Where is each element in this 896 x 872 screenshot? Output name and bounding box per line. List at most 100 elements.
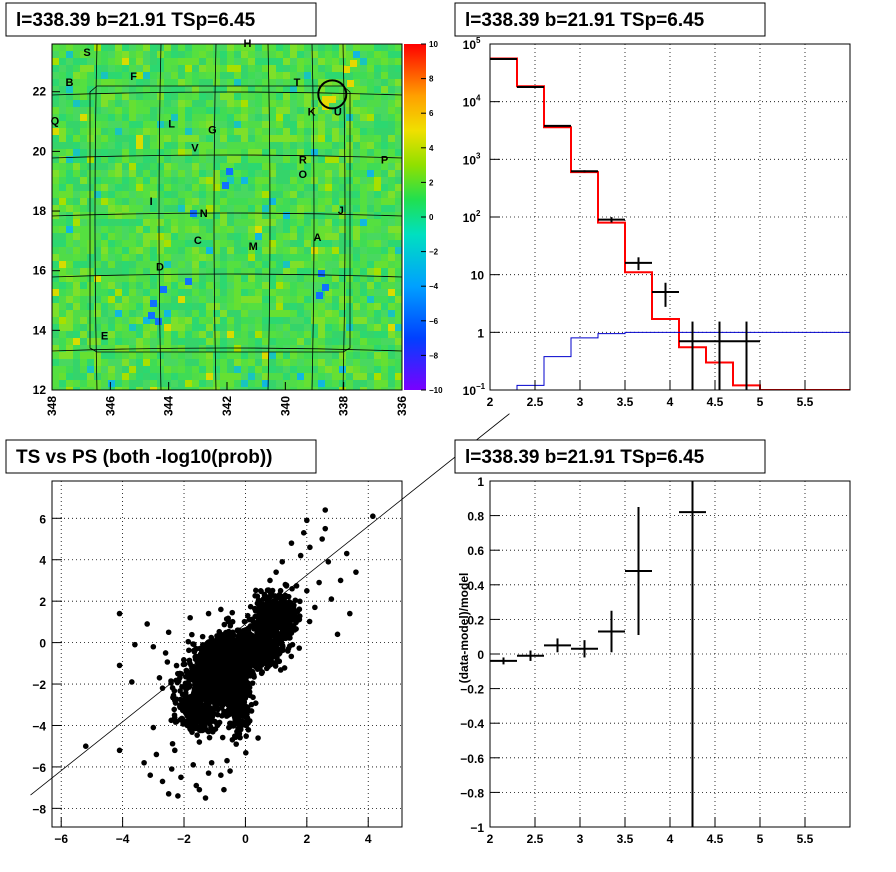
map-cell [164, 163, 171, 170]
map-cell [66, 380, 73, 387]
scatter-point [255, 646, 261, 653]
map-cell [220, 51, 227, 58]
map-cell [101, 44, 108, 51]
map-cell [304, 107, 311, 114]
colorbar-tick-label: 6 [429, 109, 434, 118]
map-cell [381, 205, 388, 212]
map-cell [367, 142, 374, 149]
map-cell [52, 338, 59, 345]
map-cell [353, 275, 360, 282]
map-cell [346, 275, 353, 282]
map-cell [297, 366, 304, 373]
map-cell [199, 366, 206, 373]
map-cell [157, 212, 164, 219]
map-cell [52, 352, 59, 359]
map-cell [122, 177, 129, 184]
map-cell [199, 163, 206, 170]
map-cell [262, 303, 269, 310]
map-cell [297, 226, 304, 233]
map-cell [178, 254, 185, 261]
map-cell [66, 93, 73, 100]
map-cell [87, 366, 94, 373]
map-cell [234, 107, 241, 114]
scatter-point [270, 660, 277, 667]
map-cell [283, 317, 290, 324]
map-cell [367, 65, 374, 72]
map-cell [220, 247, 227, 254]
map-cell [325, 121, 332, 128]
map-cell [248, 380, 255, 387]
scatter-point [236, 640, 243, 647]
map-cell [80, 149, 87, 156]
map-cell [59, 121, 66, 128]
map-cell [150, 72, 157, 79]
map-xtick-label: 346 [103, 396, 117, 416]
map-cell [329, 96, 336, 103]
map-cell [108, 142, 115, 149]
map-cell [73, 149, 80, 156]
map-cell [192, 135, 199, 142]
map-cell [178, 191, 185, 198]
map-cell [304, 170, 311, 177]
map-cell [171, 149, 178, 156]
map-cell [171, 114, 178, 121]
map-cell [367, 380, 374, 387]
map-cell [360, 275, 367, 282]
map-cell [227, 317, 234, 324]
map-cell [52, 380, 59, 387]
map-cell [87, 205, 94, 212]
map-cell [129, 359, 136, 366]
map-cell [108, 65, 115, 72]
map-cell [199, 275, 206, 282]
scatter-point [276, 615, 283, 622]
map-cell [150, 240, 157, 247]
map-cell [150, 170, 157, 177]
map-cell [59, 107, 66, 114]
map-cell [367, 247, 374, 254]
map-cell [213, 212, 220, 219]
map-cell [255, 247, 262, 254]
map-cell [283, 387, 290, 390]
map-cell [164, 261, 171, 268]
map-cell [367, 226, 374, 233]
scatter-point [287, 635, 293, 641]
map-cell [164, 303, 171, 310]
map-cell [87, 163, 94, 170]
map-cell [213, 261, 220, 268]
map-cell [283, 51, 290, 58]
map-cell [318, 72, 325, 79]
map-cell [101, 128, 108, 135]
map-cell [241, 380, 248, 387]
map-cell [276, 198, 283, 205]
map-cell [332, 128, 339, 135]
map-cell [52, 310, 59, 317]
map-cell [115, 226, 122, 233]
map-cell [192, 275, 199, 282]
map-cell [367, 79, 374, 86]
map-cell [122, 79, 129, 86]
map-cell [157, 310, 164, 317]
map-cell [80, 128, 87, 135]
map-cell [276, 282, 283, 289]
map-cell [199, 226, 206, 233]
map-cell [136, 331, 143, 338]
map-cell [248, 142, 255, 149]
map-cell [241, 240, 248, 247]
map-cell [269, 184, 276, 191]
map-cell [311, 219, 318, 226]
map-cell [171, 303, 178, 310]
map-cell [66, 72, 73, 79]
map-cell [157, 240, 164, 247]
scatter-point [276, 651, 282, 657]
map-cell [122, 226, 129, 233]
map-cell [122, 128, 129, 135]
map-cell [136, 338, 143, 345]
scatter-point [180, 657, 187, 663]
map-cell [115, 275, 122, 282]
map-cell [122, 261, 129, 268]
map-cell [101, 366, 108, 373]
map-cell [157, 275, 164, 282]
map-cell [374, 352, 381, 359]
map-region-label: J [338, 205, 344, 217]
map-cell [318, 366, 325, 373]
